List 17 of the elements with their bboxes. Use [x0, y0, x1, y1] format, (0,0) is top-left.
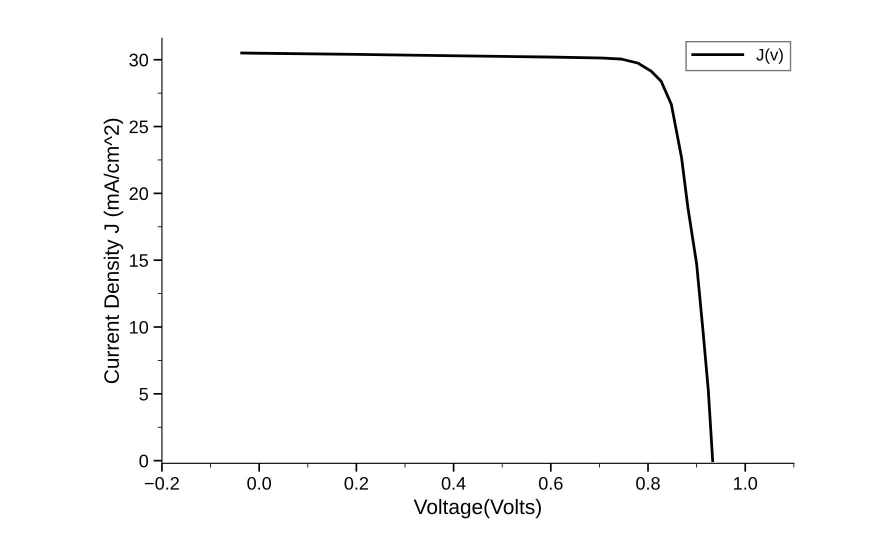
- y-tick-label: 15: [130, 254, 148, 267]
- x-tick-label: 0.2: [344, 476, 368, 490]
- y-tick-label: 5: [139, 388, 148, 401]
- x-tick-label: 0.0: [247, 476, 272, 490]
- y-tick-label: 10: [130, 320, 148, 334]
- legend-label: J(v): [756, 48, 783, 64]
- y-tick-label: 0: [139, 454, 148, 468]
- x-tick-label: −0.2: [145, 476, 179, 490]
- x-tick-label: 0.8: [636, 476, 660, 490]
- x-tick-label: 1.0: [734, 476, 758, 490]
- y-tick-label: 25: [130, 120, 148, 134]
- y-axis-title: Current Density J (mA/cm^2): [104, 118, 124, 384]
- x-axis-title: Voltage(Volts): [414, 498, 541, 518]
- x-tick-label: 0.6: [538, 476, 563, 490]
- y-tick-label: 30: [129, 54, 148, 66]
- x-tick-label: 0.4: [442, 476, 466, 490]
- y-tick-label: 20: [130, 187, 148, 200]
